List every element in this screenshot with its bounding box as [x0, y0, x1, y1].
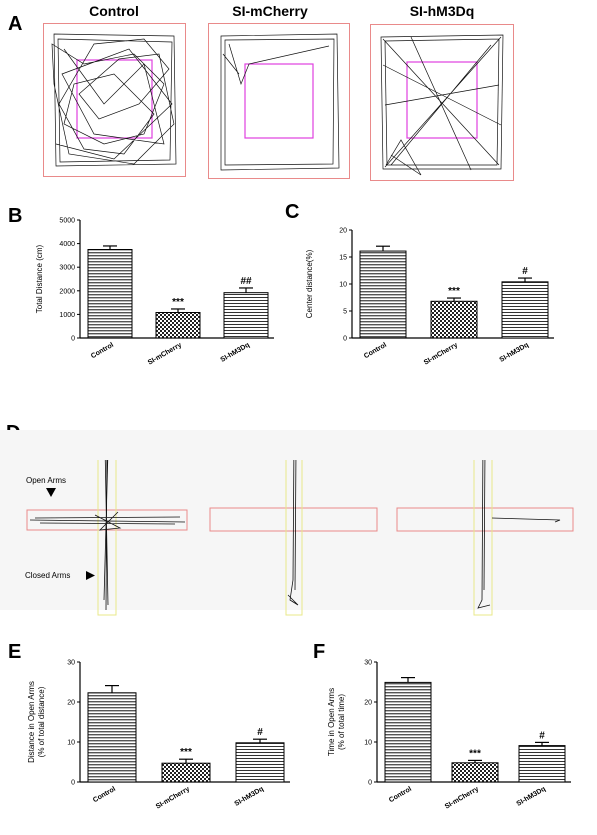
significance-label: ***	[180, 747, 192, 758]
open-field-track-control	[51, 33, 177, 167]
category-label: SI-mCherry	[147, 342, 183, 367]
category-label: SI-mCherry	[423, 342, 459, 367]
significance-label: ***	[172, 297, 184, 308]
panel-label-b: B	[8, 205, 23, 227]
y-tick-label: 1000	[59, 312, 75, 319]
bar	[501, 281, 549, 339]
category-label: Control	[90, 342, 115, 361]
y-tick-label: 5	[343, 309, 347, 316]
bar	[223, 292, 269, 339]
significance-label: ***	[469, 748, 481, 759]
chart-b: 0 1000 2000 3000 4000 5000 Total Distance (cm)…	[20, 210, 274, 400]
open-arms-arrow-icon	[46, 488, 56, 497]
bar-chart-time-open-arms: 0 10 20 30 Time in Open Arms (% of total time…	[327, 660, 571, 811]
y-axis-label: Time in Open Arms	[327, 688, 336, 756]
open-field-track-hm3dq	[380, 34, 504, 176]
y-tick-label: 20	[339, 228, 347, 235]
y-tick-label: 30	[364, 660, 372, 667]
center-zone	[406, 61, 478, 139]
open-field-arena-mcherry	[208, 23, 350, 179]
category-label: Control	[363, 342, 388, 361]
significance-label: #	[539, 730, 545, 741]
closed-arms-label: Closed Arms	[25, 571, 71, 580]
bar-chart-total-distance: 0 1000 2000 3000 4000 5000 Total Distance (cm)…	[35, 218, 274, 367]
y-tick-label: 5000	[59, 218, 75, 225]
plus-maze-tracks	[26, 434, 574, 616]
chart-e: 0 10 20 30 Distance in Open Arms (% of total …	[20, 650, 300, 835]
bar	[359, 250, 407, 339]
y-tick-label: 3000	[59, 265, 75, 272]
category-label: SI-mCherry	[444, 786, 480, 811]
y-axis-label-2: (% of total time)	[337, 694, 346, 750]
y-tick-label: 30	[67, 660, 75, 667]
panel-label-c: C	[285, 201, 300, 223]
open-field-title-hm3dq: SI-hM3Dq	[409, 3, 475, 19]
significance-label: #	[522, 266, 528, 277]
category-label: Control	[92, 786, 117, 805]
maze-background	[0, 430, 597, 610]
significance-label: ##	[240, 276, 252, 287]
y-tick-label: 2000	[59, 288, 75, 295]
category-label: SI-mCherry	[155, 786, 191, 811]
category-label: SI-hM3Dq	[220, 342, 251, 364]
open-field-title-mcherry: SI-mCherry	[232, 3, 308, 19]
bar	[155, 312, 201, 339]
y-axis-label: Total Distance (cm)	[35, 244, 44, 313]
y-axis-label: Center distance(%)	[305, 249, 314, 318]
bar	[161, 762, 211, 783]
bar	[87, 692, 137, 783]
significance-label: #	[257, 727, 263, 738]
open-field-arena-control	[43, 23, 186, 177]
bar-chart-distance-open-arms: 0 10 20 30 Distance in Open Arms (% of total …	[27, 660, 290, 811]
y-tick-label: 20	[364, 700, 372, 707]
category-label: SI-hM3Dq	[516, 786, 547, 808]
bar	[430, 300, 478, 339]
open-field-title-control: Control	[89, 3, 139, 19]
plus-maze-panel	[0, 434, 597, 620]
open-field-arena-hm3dq	[370, 24, 514, 181]
bar	[87, 249, 133, 339]
y-tick-label: 10	[339, 282, 347, 289]
open-arm-zone	[26, 509, 188, 531]
y-tick-label: 4000	[59, 241, 75, 248]
significance-label: ***	[448, 286, 460, 297]
chart-f: 0 10 20 30 Time in Open Arms (% of total time…	[320, 650, 590, 835]
open-arm-zone	[396, 507, 574, 532]
panel-label-f: F	[313, 641, 326, 663]
panel-label-a: A	[8, 13, 23, 35]
category-label: SI-hM3Dq	[499, 342, 530, 364]
open-field-track-mcherry	[220, 33, 340, 171]
bar	[235, 742, 285, 783]
y-tick-label: 0	[71, 780, 75, 787]
category-label: SI-hM3Dq	[234, 786, 265, 808]
bar	[384, 681, 432, 783]
y-tick-label: 10	[364, 740, 372, 747]
chart-c: 0 5 10 15 20 Center distance(%) Control *** SI-m…	[290, 210, 554, 400]
y-tick-label: 15	[339, 255, 347, 262]
closed-arms-arrow-icon	[86, 571, 95, 580]
y-tick-label: 10	[67, 740, 75, 747]
y-axis-label-2: (% of total distance)	[37, 686, 46, 757]
y-axis-label: Distance in Open Arms	[27, 681, 36, 763]
y-tick-label: 0	[368, 780, 372, 787]
center-zone	[76, 59, 153, 139]
bar	[518, 745, 566, 783]
bar	[451, 762, 499, 783]
y-tick-label: 0	[71, 336, 75, 343]
category-label: Control	[388, 786, 413, 805]
bar-chart-center-distance: 0 5 10 15 20 Center distance(%) Control *** SI-m…	[305, 228, 554, 367]
y-tick-label: 0	[343, 336, 347, 343]
center-zone	[244, 63, 314, 139]
y-tick-label: 20	[67, 700, 75, 707]
open-arms-label: Open Arms	[26, 476, 67, 485]
panel-label-e: E	[8, 641, 22, 663]
